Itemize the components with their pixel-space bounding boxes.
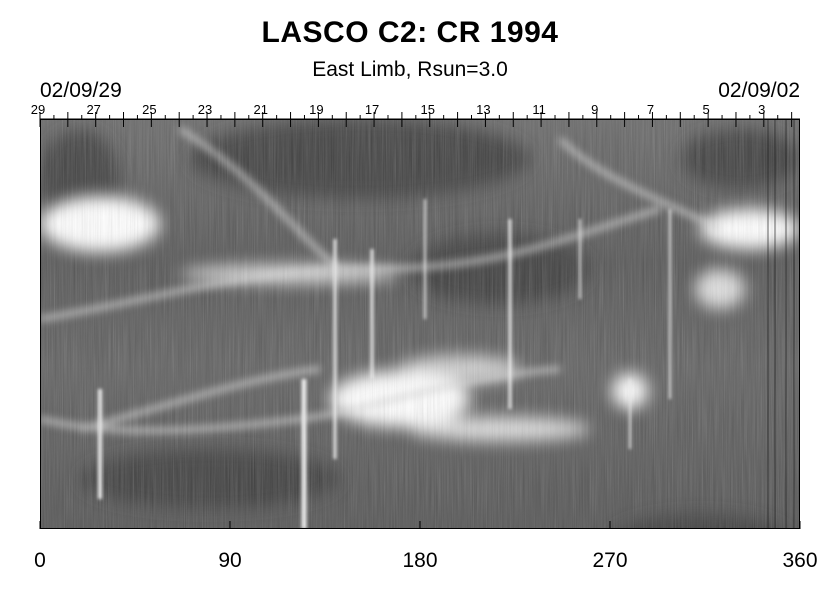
x-tick-label-270: 270 xyxy=(592,549,628,572)
start-date-label: 02/09/29 xyxy=(40,79,122,102)
top-day-labels: 29 27 25 23 21 19 17 15 13 11 9 7 5 3 xyxy=(0,102,820,118)
x-tick-label-0: 0 xyxy=(34,549,46,572)
top-day-label-29: 29 xyxy=(30,102,46,117)
end-date-label: 02/09/02 xyxy=(718,79,800,102)
top-day-label-9: 9 xyxy=(591,102,599,117)
x-tick-label-90: 90 xyxy=(218,549,242,572)
top-day-label-21: 21 xyxy=(253,102,268,117)
top-day-label-11: 11 xyxy=(532,102,546,117)
top-day-label-23: 23 xyxy=(197,102,213,117)
top-day-label-25: 25 xyxy=(142,102,157,117)
top-day-label-5: 5 xyxy=(702,102,710,117)
top-day-label-7: 7 xyxy=(646,102,655,117)
top-day-label-3: 3 xyxy=(758,102,766,117)
figure-title: LASCO C2: CR 1994 xyxy=(261,16,559,49)
top-day-label-13: 13 xyxy=(476,102,491,117)
top-day-label-17: 17 xyxy=(364,102,380,117)
coronagraph-synoptic-map xyxy=(40,119,800,529)
x-tick-label-360: 360 xyxy=(782,549,818,572)
top-day-label-19: 19 xyxy=(309,102,324,117)
top-day-label-27: 27 xyxy=(86,102,101,117)
x-tick-label-180: 180 xyxy=(402,549,438,572)
top-day-label-15: 15 xyxy=(420,102,435,117)
figure-subtitle: East Limb, Rsun=3.0 xyxy=(312,58,508,81)
